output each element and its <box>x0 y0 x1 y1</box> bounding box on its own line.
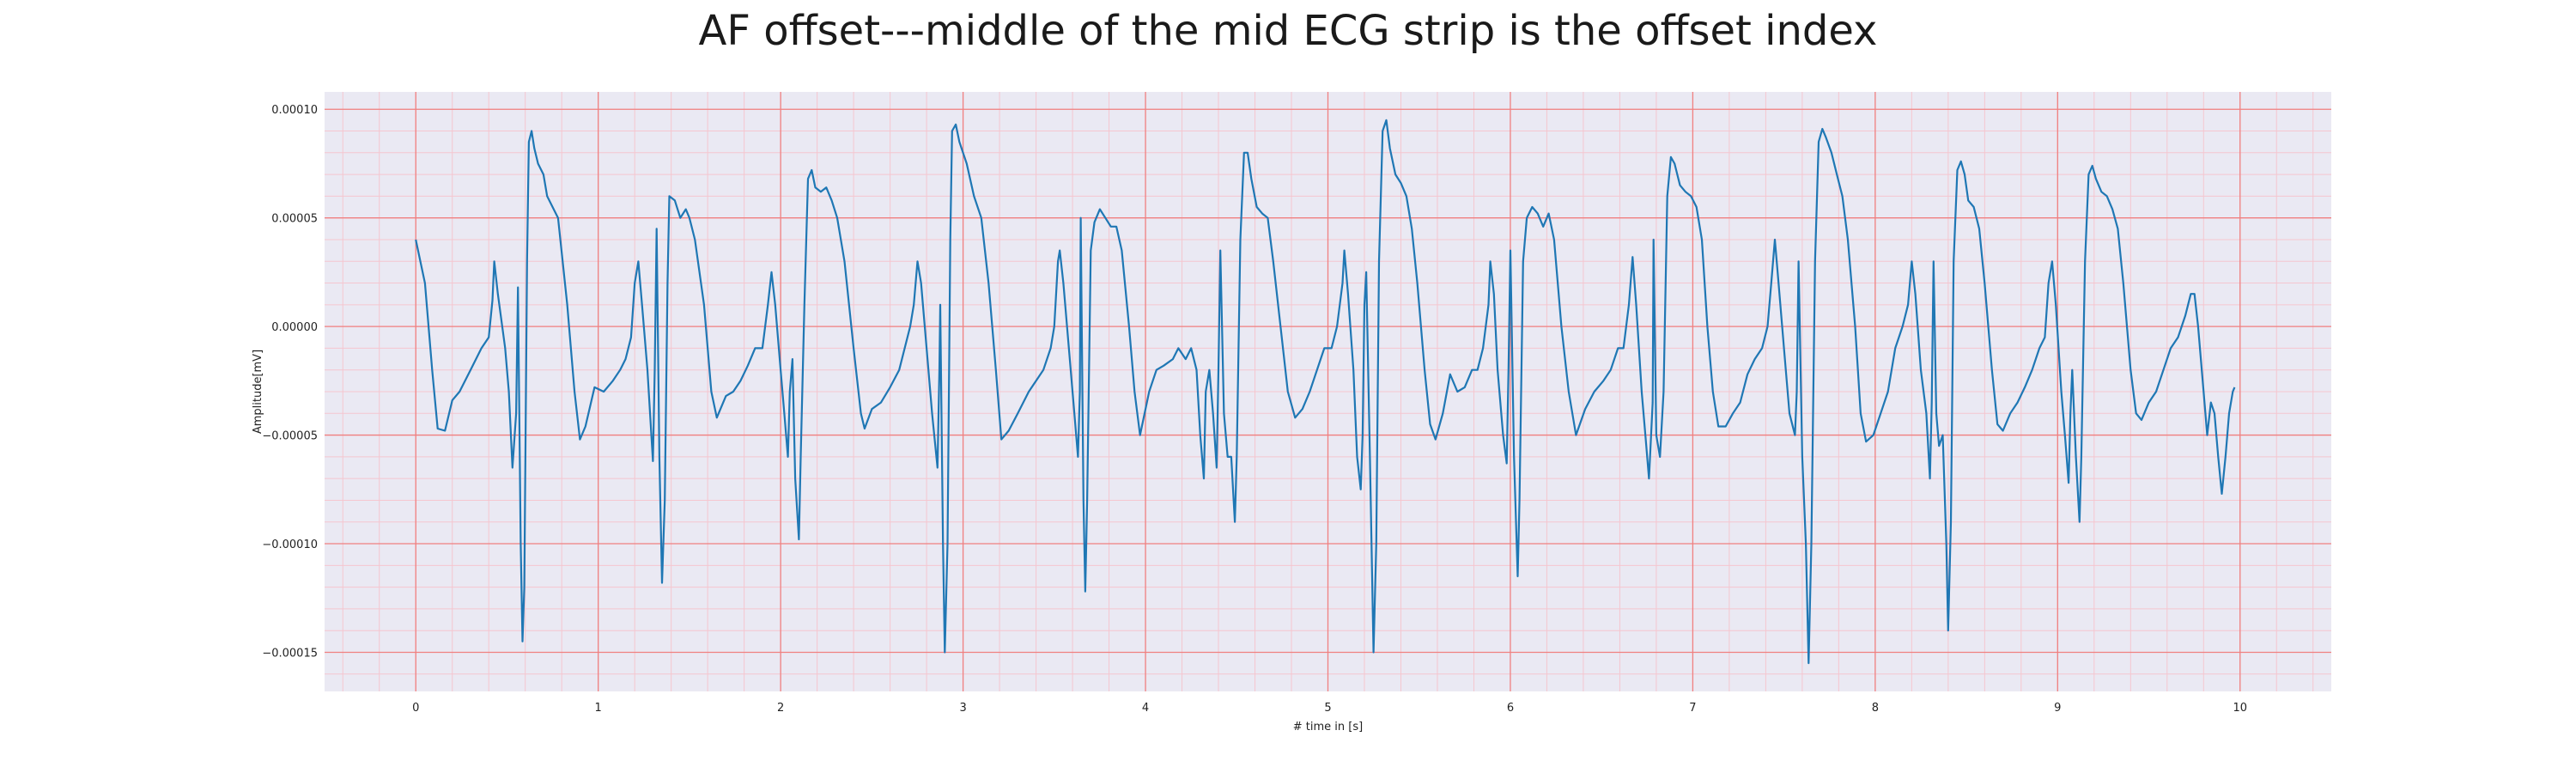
y-tick-label: 0.00000 <box>271 321 318 334</box>
y-tick-label: −0.00010 <box>262 539 318 551</box>
y-tick-label: 0.00005 <box>271 213 318 226</box>
x-tick-label: 0 <box>412 702 419 715</box>
x-axis-label: # time in [s] <box>1293 721 1363 733</box>
x-tick-label: 3 <box>959 702 966 715</box>
chart-title: AF offset---middle of the mid ECG strip … <box>698 7 1878 55</box>
x-tick-label: 5 <box>1324 702 1331 715</box>
x-tick-label: 2 <box>777 702 784 715</box>
x-tick-label: 8 <box>1872 702 1879 715</box>
x-tick-label: 6 <box>1507 702 1514 715</box>
y-tick-label: −0.00005 <box>262 430 318 443</box>
x-axis-ticks: 0 1 2 3 4 5 6 7 8 9 10 <box>412 702 2247 715</box>
y-axis-ticks: −0.00015 −0.00010 −0.00005 0.00000 0.00005 0.… <box>262 104 318 660</box>
x-tick-label: 9 <box>2054 702 2061 715</box>
x-tick-label: 7 <box>1689 702 1696 715</box>
x-tick-label: 10 <box>2233 702 2247 715</box>
ecg-series-line <box>415 119 2236 665</box>
y-axis-label: Amplitude[mV] <box>252 350 264 434</box>
x-tick-label: 1 <box>595 702 602 715</box>
y-tick-label: −0.00015 <box>262 647 318 660</box>
x-tick-label: 4 <box>1142 702 1149 715</box>
y-tick-label: 0.00010 <box>271 104 318 117</box>
major-grid <box>325 92 2331 691</box>
